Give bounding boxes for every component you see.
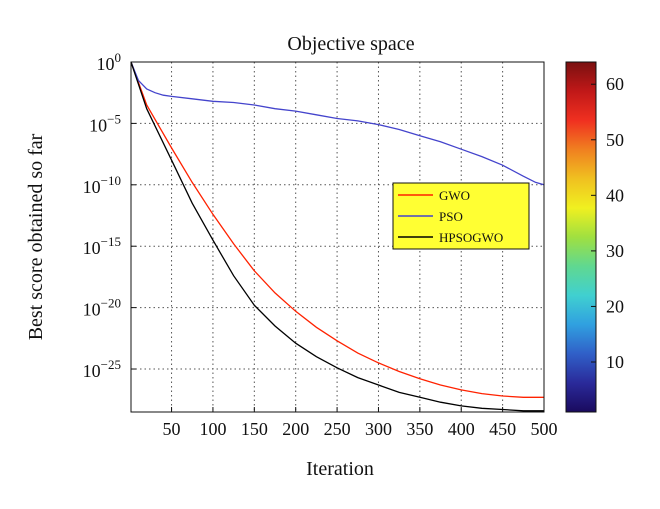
chart-title: Objective space [287, 33, 414, 55]
x-tick-label: 150 [241, 419, 268, 439]
y-ticks: 100 10−5 10−10 10−15 10−20 10−25 [83, 50, 136, 381]
grid [131, 62, 544, 412]
y-tick-label: 10−5 [89, 111, 121, 135]
series-line-pso [130, 61, 545, 186]
colorbar-tick-label: 50 [606, 130, 624, 150]
x-tick-label: 500 [531, 419, 558, 439]
series-line-hpsogwo [130, 61, 544, 412]
colorbar-tick-label: 20 [606, 296, 624, 316]
x-ticks: 50 100 150 200 250 300 350 400 450 500 [163, 407, 558, 439]
y-tick-label: 10−20 [83, 296, 121, 320]
colorbar [565, 61, 597, 413]
y-axis-label: Best score obtained so far [25, 133, 47, 340]
x-axis-label: Iteration [306, 458, 374, 480]
legend-label: HPSOGWO [439, 230, 503, 245]
x-tick-label: 300 [365, 419, 392, 439]
y-tick-label: 10−25 [83, 357, 121, 381]
x-tick-label: 100 [199, 419, 226, 439]
y-tick-label: 10−15 [83, 234, 121, 258]
legend: GWO PSO HPSOGWO [392, 182, 530, 250]
x-tick-label: 400 [448, 419, 475, 439]
colorbar-tick-label: 60 [606, 74, 624, 94]
x-tick-label: 350 [406, 419, 433, 439]
y-tick-label: 100 [97, 50, 122, 74]
colorbar-tick-label: 30 [606, 241, 624, 261]
legend-label: GWO [439, 188, 470, 203]
x-tick-label: 450 [489, 419, 516, 439]
colorbar-tick-label: 10 [606, 352, 624, 372]
y-tick-label: 10−10 [83, 173, 121, 197]
series-lines [130, 61, 545, 412]
legend-label: PSO [439, 209, 463, 224]
x-tick-label: 200 [282, 419, 309, 439]
colorbar-tick-label: 40 [606, 185, 624, 205]
x-tick-label: 50 [163, 419, 181, 439]
series-line-gwo [130, 61, 544, 398]
colorbar-ticks: 10 20 30 40 50 60 [591, 74, 624, 372]
x-tick-label: 250 [324, 419, 351, 439]
